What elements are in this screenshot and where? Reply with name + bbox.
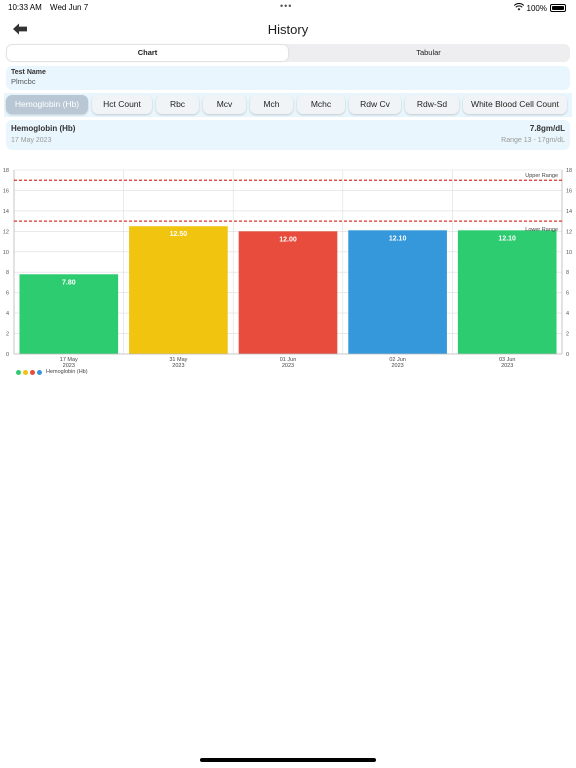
status-time: 10:33 AM: [8, 3, 42, 12]
bar: [19, 274, 119, 354]
x-tick-label-year: 2023: [282, 363, 294, 369]
view-segmented-control: Chart Tabular: [6, 44, 570, 62]
y-tick-label-left: 16: [3, 188, 9, 194]
bar-value-label: 12.00: [279, 236, 297, 243]
y-tick-label-right: 2: [566, 332, 569, 338]
x-tick-label: 03 Jun: [499, 357, 516, 363]
y-tick-label-right: 16: [566, 188, 572, 194]
x-tick-label-year: 2023: [501, 363, 513, 369]
legend-dot-4: [37, 369, 42, 375]
x-tick-label: 02 Jun: [389, 357, 406, 363]
test-name-value: Plmcbc: [11, 77, 36, 86]
y-tick-label-right: 12: [566, 229, 572, 235]
status-right: 100%: [513, 3, 566, 13]
y-tick-label-left: 0: [6, 352, 9, 358]
x-tick-label-year: 2023: [391, 363, 403, 369]
x-tick-label: 01 Jun: [280, 357, 297, 363]
y-tick-label-left: 14: [3, 209, 9, 215]
chip-mchc[interactable]: Mchc: [297, 95, 345, 114]
status-date: Wed Jun 7: [50, 3, 89, 12]
y-tick-label-right: 8: [566, 270, 569, 276]
page-title: History: [267, 22, 309, 37]
wifi-icon: [513, 3, 524, 13]
result-test-name: Hemoglobin (Hb): [11, 124, 76, 133]
bar-value-label: 12.50: [170, 231, 188, 238]
x-tick-label-year: 2023: [172, 363, 184, 369]
legend-dot-1: [16, 369, 21, 375]
result-card: Hemoglobin (Hb) 7.8gm/dL 17 May 2023 Ran…: [6, 120, 570, 150]
y-tick-label-left: 10: [3, 250, 9, 256]
y-tick-label-right: 4: [566, 311, 569, 317]
multitask-dots-icon[interactable]: •••: [280, 1, 293, 11]
x-tick-label-year: 2023: [63, 363, 75, 369]
tab-chart[interactable]: Chart: [7, 45, 288, 61]
bar: [348, 230, 447, 354]
y-tick-label-right: 14: [566, 209, 572, 215]
chip-mch[interactable]: Mch: [250, 95, 293, 114]
y-tick-label-left: 2: [6, 332, 9, 338]
parameter-chips: Hemoglobin (Hb) Hct Count Rbc Mcv Mch Mc…: [4, 93, 572, 117]
legend-dot-2: [23, 369, 28, 375]
bar: [129, 226, 228, 354]
back-arrow-icon[interactable]: [12, 21, 30, 39]
result-range: Range 13 - 17gm/dL: [501, 137, 565, 144]
y-tick-label-left: 4: [6, 311, 9, 317]
chip-mcv[interactable]: Mcv: [203, 95, 246, 114]
y-tick-label-left: 6: [6, 291, 9, 297]
tab-tabular[interactable]: Tabular: [416, 48, 441, 57]
bar-value-label: 12.10: [389, 235, 407, 242]
y-tick-label-right: 10: [566, 250, 572, 256]
x-tick-label: 31 May: [169, 357, 187, 363]
result-date: 17 May 2023: [11, 137, 52, 144]
status-left: 10:33 AM Wed Jun 7: [8, 3, 94, 12]
x-tick-label: 17 May: [60, 357, 78, 363]
status-bar: 10:33 AM Wed Jun 7 ••• 100%: [0, 0, 576, 14]
bar-value-label: 12.10: [498, 235, 516, 242]
y-tick-label-left: 8: [6, 270, 9, 276]
chip-rbc[interactable]: Rbc: [156, 95, 199, 114]
test-name-card: Test Name Plmcbc: [6, 66, 570, 90]
bar: [457, 230, 557, 354]
battery-icon: [550, 4, 566, 12]
upper-range-label: Upper Range: [525, 173, 558, 179]
chip-white-blood-cell-count[interactable]: White Blood Cell Count: [463, 95, 567, 114]
nav-bar: History: [0, 18, 576, 42]
y-tick-label-right: 6: [566, 291, 569, 297]
lower-range-label: Lower Range: [525, 227, 558, 233]
legend-dot-3: [30, 369, 35, 375]
y-tick-label-left: 18: [3, 168, 9, 174]
bar-value-label: 7.80: [62, 279, 76, 286]
chart-legend: Hemoglobin (Hb): [16, 369, 88, 375]
chip-hemoglobin[interactable]: Hemoglobin (Hb): [6, 95, 88, 114]
bar: [238, 231, 338, 354]
result-value: 7.8gm/dL: [529, 124, 565, 133]
test-name-label: Test Name: [11, 69, 46, 76]
battery-percent: 100%: [526, 3, 547, 13]
home-indicator: [200, 758, 376, 762]
chip-hct-count[interactable]: Hct Count: [92, 95, 152, 114]
chip-rdw-sd[interactable]: Rdw-Sd: [405, 95, 459, 114]
y-tick-label-right: 0: [566, 352, 569, 358]
chip-rdw-cv[interactable]: Rdw Cv: [349, 95, 401, 114]
legend-label: Hemoglobin (Hb): [46, 369, 88, 375]
y-tick-label-left: 12: [3, 229, 9, 235]
y-tick-label-right: 18: [566, 168, 572, 174]
history-bar-chart: 0 0 2 2 4 4 6 6 8 8 10 10 12 12 14 14 16 16 18 18 7.80 17 May…: [3, 168, 572, 369]
